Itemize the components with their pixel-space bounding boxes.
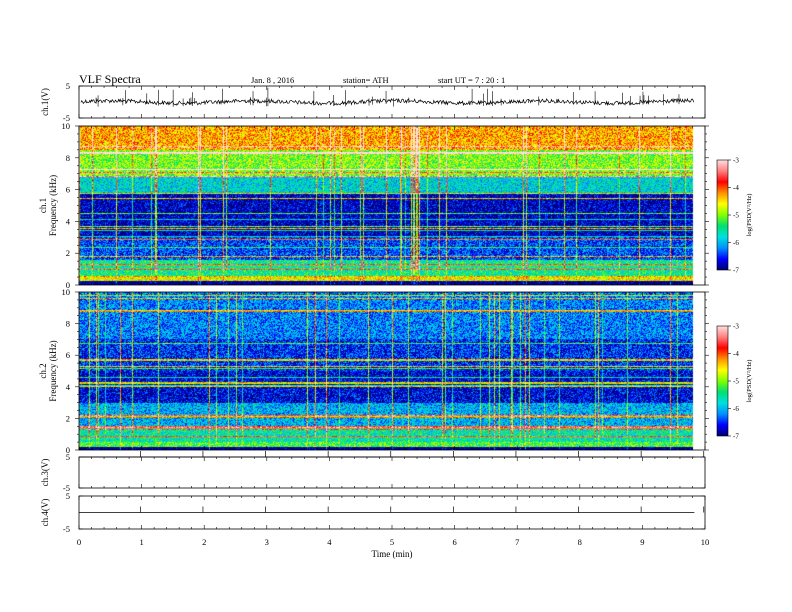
- y-axis-label: ch.2Frequency (kHz): [38, 340, 58, 401]
- y-tick-label: 6: [66, 185, 70, 195]
- colorbar-scale: [716, 159, 729, 271]
- x-tick-label: 2: [202, 537, 206, 547]
- y-tick-label: 5: [66, 452, 70, 462]
- y-tick-label: 6: [66, 350, 70, 360]
- x-tick-label: 9: [640, 537, 644, 547]
- x-tick-label: 4: [327, 537, 332, 547]
- x-axis-label: Time (min): [372, 549, 413, 559]
- y-tick-label: 4: [66, 382, 71, 392]
- figure-title: VLF Spectra: [79, 72, 141, 86]
- x-tick-label: 7: [515, 537, 519, 547]
- y-tick-label: 5: [66, 81, 70, 91]
- y-tick-label: 10: [62, 287, 71, 297]
- x-tick-label: 5: [390, 537, 394, 547]
- spectrogram-image: [79, 126, 705, 285]
- ch1-trace: [80, 97, 695, 107]
- colorbar-label: log(PSD(V²/Hz): [746, 360, 753, 403]
- ch1-colorbar: -3 -4 -5 -6 -7 log(PSD(V²/Hz): [716, 157, 753, 275]
- y-tick-label: 2: [66, 413, 70, 423]
- ch1-spectrogram-panel: 0 2 4 6 8 10 ch.1Frequency (kHz): [38, 121, 709, 290]
- y-axis-label: ch.4(V): [40, 499, 50, 527]
- colorbar-tick-label: -7: [733, 267, 739, 275]
- y-tick-label: -5: [63, 524, 70, 534]
- y-tick-label: 8: [66, 153, 70, 163]
- y-tick-label: 8: [66, 319, 70, 329]
- colorbar-scale: [716, 325, 729, 437]
- y-tick-label: 10: [62, 121, 71, 131]
- date-label: Jan. 8 , 2016: [251, 75, 294, 85]
- colorbar-tick-label: -3: [733, 323, 739, 331]
- y-tick-label: -5: [63, 483, 70, 493]
- colorbar-tick-label: -5: [733, 378, 739, 386]
- colorbar-tick-label: -6: [733, 239, 739, 247]
- colorbar-tick-label: -6: [733, 405, 739, 413]
- y-tick-label: 0: [66, 280, 70, 290]
- y-axis-label: ch.1Frequency (kHz): [38, 175, 58, 236]
- y-axis-label: ch.1(V): [40, 88, 50, 116]
- ch3-waveform-panel: 5 -5 ch.3(V): [40, 451, 706, 493]
- x-tick-label: 10: [701, 537, 710, 547]
- y-tick-label: 2: [66, 248, 70, 258]
- spectrogram-image: [79, 292, 705, 450]
- x-tick-label: 3: [265, 537, 269, 547]
- colorbar-tick-label: -4: [733, 184, 739, 192]
- y-tick-label: 4: [66, 216, 71, 226]
- x-tick-label: 0: [77, 537, 81, 547]
- y-tick-label: 0: [66, 445, 70, 455]
- colorbar-label: log(PSD(V²/Hz): [746, 194, 753, 237]
- panel-frame: [78, 456, 706, 489]
- ch4-waveform-panel: 5 -5 ch.4(V): [40, 491, 706, 534]
- ch1-waveform-panel: 5 -5 ch.1(V): [40, 81, 706, 123]
- colorbar-tick-label: -4: [733, 350, 739, 358]
- x-tick-label: 8: [578, 537, 582, 547]
- x-tick-label: 1: [139, 537, 143, 547]
- ch2-spectrogram-panel: 0 2 4 6 8 10 ch.2Frequency (kHz): [38, 287, 709, 455]
- colorbar-tick-label: -3: [733, 157, 739, 165]
- start-time-label: start UT = 7 : 20 : 1: [438, 75, 505, 85]
- x-tick-label: 6: [452, 537, 456, 547]
- time-axis: 0 1 2 3 4 5 6 7 8 9 10: [77, 537, 709, 547]
- y-axis-label: ch.3(V): [40, 459, 50, 487]
- y-tick-label: -5: [63, 113, 70, 123]
- colorbar-tick-label: -5: [733, 212, 739, 220]
- y-tick-label: 5: [66, 491, 70, 501]
- station-label: station= ATH: [343, 75, 389, 85]
- colorbar-tick-label: -7: [733, 433, 739, 441]
- ch2-colorbar: -3 -4 -5 -6 -7 log(PSD(V²/Hz): [716, 323, 753, 441]
